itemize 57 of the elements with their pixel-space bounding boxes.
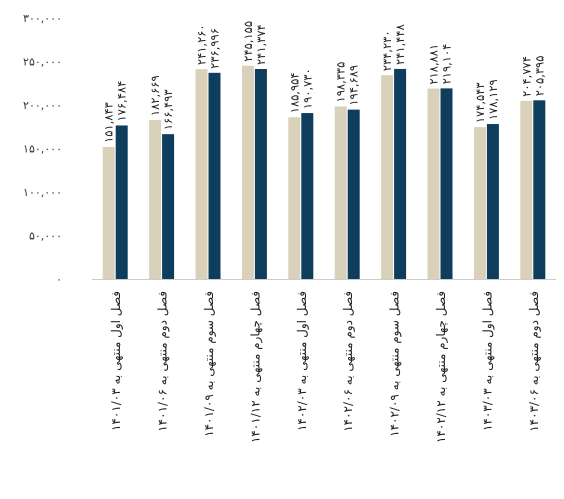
bar	[196, 69, 208, 279]
value-label: ۲۴۵,۱۵۵	[240, 21, 255, 62]
value-label: ۱۸۵,۹۵۴	[287, 72, 302, 114]
category: فصل دوم منتهی به ۱۴۰۲/۰۶	[341, 291, 356, 432]
value-label: ۲۳۶,۹۹۶	[208, 28, 222, 69]
bar	[162, 134, 174, 279]
value-label: ۱۹۴,۶۸۹	[346, 64, 361, 106]
ytick: ۳۰۰,۰۰۰	[23, 12, 62, 25]
category: فصل دوم منتهی به ۱۴۰۳/۰۶	[526, 291, 541, 432]
value-label: ۲۴۱,۲۶۰	[194, 24, 208, 66]
category: فصل اول منتهی به ۱۴۰۱/۰۳	[109, 291, 124, 432]
ytick: ۱۵۰,۰۰۰	[23, 142, 62, 156]
value-label: ۱۶۶,۴۹۳	[161, 89, 176, 130]
bar	[208, 72, 220, 279]
ytick: ۲۵۰,۰۰۰	[23, 56, 62, 68]
bar	[348, 110, 360, 279]
bar	[381, 75, 394, 279]
bar	[486, 124, 499, 279]
category: فصل چهارم منتهی به ۱۴۰۲/۱۲	[434, 291, 448, 444]
value-label: ۱۷۴,۵۴۳	[472, 82, 487, 124]
bar	[116, 125, 128, 279]
bar	[334, 106, 347, 279]
bar	[520, 100, 532, 279]
bar	[242, 66, 254, 279]
category: فصل دوم منتهی به ۱۴۰۱/۰۶	[156, 291, 170, 432]
bar	[394, 68, 406, 279]
value-label: ۱۹۸,۳۳۵	[334, 62, 348, 102]
value-label: ۲۰۴,۷۷۴	[519, 56, 534, 97]
value-label: ۲۰۵,۳۹۵	[532, 56, 546, 96]
ytick: ۲۰۰,۰۰۰	[23, 99, 62, 112]
category: فصل سوم منتهی به ۱۴۰۱/۰۹	[202, 291, 216, 437]
category: فصل چهارم منتهی به ۱۴۰۱/۱۲	[248, 291, 262, 444]
bar	[149, 120, 162, 279]
bar	[474, 127, 486, 279]
value-label: ۲۱۹,۱۰۴	[440, 44, 454, 84]
value-label: ۱۹۰,۷۳۰	[300, 68, 314, 110]
bar	[301, 113, 314, 279]
bar	[102, 146, 115, 279]
value-label: ۱۵۱,۸۴۳	[102, 102, 116, 143]
value-label: ۱۷۸,۱۲۹	[486, 79, 500, 120]
ytick: ۰	[56, 273, 62, 286]
category: فصل اول منتهی به ۱۴۰۲/۰۳	[294, 291, 309, 432]
value-label: ۲۳۴,۲۳۰	[380, 30, 394, 72]
value-label: ۱۷۶,۴۸۴	[114, 80, 129, 122]
bar	[288, 117, 300, 279]
ytick: ۵۰,۰۰۰	[28, 230, 62, 242]
value-label: ۲۴۱,۴۴۸	[393, 24, 408, 65]
value-label: ۲۴۱,۳۷۴	[254, 24, 268, 65]
value-label: ۱۸۲,۶۶۹	[148, 75, 162, 116]
value-label: ۲۱۸,۸۸۱	[426, 44, 440, 85]
bar	[428, 88, 440, 279]
bar	[254, 69, 267, 279]
bar	[533, 100, 546, 279]
category: فصل اول منتهی به ۱۴۰۳/۰۳	[480, 291, 494, 432]
category: فصل سوم منتهی به ۱۴۰۲/۰۹	[388, 291, 402, 437]
bar	[440, 88, 452, 279]
ytick: ۱۰۰,۰۰۰	[23, 186, 62, 199]
